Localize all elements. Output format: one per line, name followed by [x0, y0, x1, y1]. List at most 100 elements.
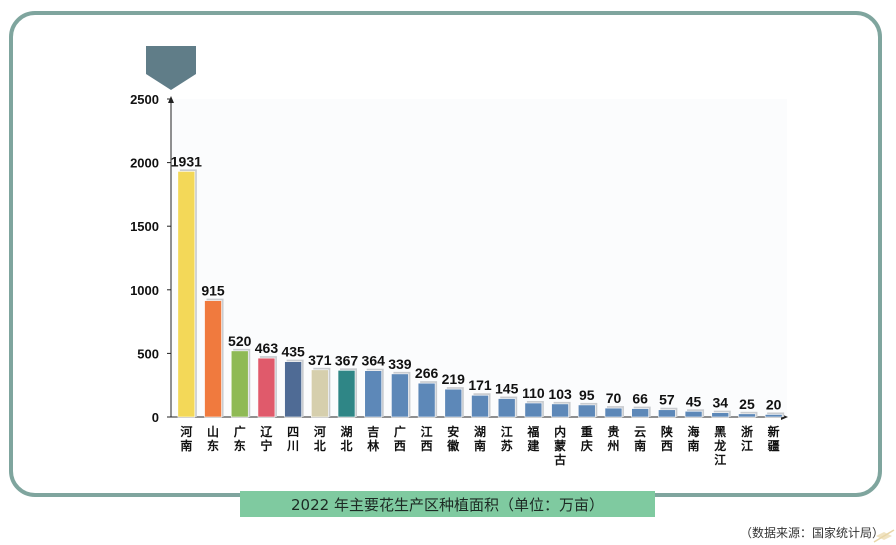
svg-text:东: 东 — [207, 438, 219, 453]
svg-text:黑: 黑 — [714, 425, 726, 439]
value-label: 371 — [308, 352, 332, 368]
category-label: 重庆 — [580, 424, 593, 453]
svg-text:南: 南 — [474, 438, 486, 453]
bar-17 — [604, 407, 623, 418]
bar-7 — [337, 370, 356, 418]
value-label: 145 — [495, 381, 519, 397]
value-label: 1931 — [171, 153, 202, 169]
value-label: 70 — [606, 390, 622, 406]
svg-text:广: 广 — [394, 424, 406, 439]
category-label: 黑龙江 — [714, 425, 726, 467]
value-label: 34 — [712, 395, 728, 411]
y-tick-label: 2500 — [130, 92, 159, 107]
category-label: 广西 — [394, 424, 406, 453]
value-label: 20 — [766, 396, 782, 412]
svg-text:四: 四 — [287, 425, 299, 439]
value-label: 66 — [632, 391, 648, 407]
bar-13 — [497, 398, 516, 418]
y-tick-label: 2000 — [130, 156, 159, 171]
svg-text:浙: 浙 — [741, 424, 753, 439]
bar-3 — [230, 350, 249, 418]
category-label: 安徽 — [446, 424, 460, 453]
svg-text:徽: 徽 — [446, 438, 460, 453]
svg-text:川: 川 — [286, 439, 299, 453]
svg-text:建: 建 — [526, 438, 540, 453]
value-label: 171 — [468, 377, 492, 393]
bar-8 — [364, 370, 383, 418]
svg-text:云: 云 — [634, 425, 646, 439]
category-label: 海南 — [688, 424, 700, 453]
bar-15 — [551, 403, 569, 418]
value-label: 45 — [686, 393, 702, 409]
bar-23 — [764, 414, 783, 418]
category-label: 浙江 — [741, 424, 753, 453]
category-label: 江西 — [421, 424, 433, 453]
category-label: 湖南 — [474, 424, 486, 453]
category-label: 贵州 — [606, 424, 619, 453]
svg-text:陕: 陕 — [661, 424, 673, 439]
category-label: 四川 — [286, 425, 299, 453]
bar-12 — [471, 394, 489, 418]
bar-10 — [417, 382, 436, 418]
bar-5 — [284, 361, 302, 418]
category-label: 湖北 — [341, 424, 353, 453]
svg-text:南: 南 — [634, 438, 646, 453]
category-label: 内蒙古 — [554, 424, 566, 467]
value-label: 103 — [548, 386, 572, 402]
value-label: 95 — [579, 387, 595, 403]
svg-text:山: 山 — [207, 424, 219, 439]
y-tick-label: 1000 — [130, 283, 159, 298]
svg-text:南: 南 — [688, 438, 700, 453]
bar-1 — [177, 171, 196, 418]
svg-text:龙: 龙 — [714, 438, 726, 453]
category-label: 山东 — [207, 424, 219, 453]
bar-21 — [711, 412, 730, 418]
value-label: 339 — [388, 356, 412, 372]
svg-text:新: 新 — [768, 424, 780, 439]
svg-text:河: 河 — [179, 424, 192, 439]
svg-text:蒙: 蒙 — [554, 438, 566, 453]
category-label: 福建 — [526, 424, 540, 453]
svg-text:宁: 宁 — [260, 438, 272, 453]
y-tick-label: 500 — [137, 346, 159, 361]
svg-text:东: 东 — [234, 438, 246, 453]
svg-text:江: 江 — [714, 452, 726, 467]
y-tick-label: 1500 — [130, 219, 159, 234]
svg-text:吉: 吉 — [367, 424, 379, 439]
svg-text:古: 古 — [554, 452, 566, 467]
bar-20 — [684, 410, 703, 418]
value-label: 367 — [335, 352, 359, 368]
category-label: 辽宁 — [260, 425, 273, 453]
value-label: 364 — [362, 353, 386, 369]
svg-text:贵: 贵 — [607, 424, 619, 439]
decorative-corner-icon — [873, 529, 895, 543]
bar-18 — [631, 408, 649, 418]
bar-9 — [391, 373, 409, 418]
bar-19 — [658, 409, 676, 418]
bar-6 — [311, 369, 329, 418]
svg-text:江: 江 — [501, 424, 513, 439]
chart-caption: 2022 年主要花生产区种植面积（单位：万亩） — [240, 491, 655, 517]
value-label: 463 — [255, 340, 279, 356]
bar-11 — [444, 388, 463, 418]
svg-text:疆: 疆 — [768, 439, 780, 453]
svg-text:福: 福 — [526, 424, 539, 439]
category-label: 江苏 — [501, 424, 513, 453]
svg-text:辽: 辽 — [260, 425, 273, 439]
category-label: 吉林 — [367, 424, 379, 453]
bar-4 — [257, 357, 276, 418]
category-label: 云南 — [634, 425, 646, 453]
data-source: （数据来源：国家统计局） — [739, 526, 884, 540]
category-label: 广东 — [234, 424, 246, 453]
svg-text:海: 海 — [688, 424, 700, 439]
value-label: 266 — [415, 365, 439, 381]
svg-text:南: 南 — [180, 438, 192, 453]
bar-14 — [524, 402, 543, 418]
svg-text:重: 重 — [581, 424, 593, 439]
bar-2 — [204, 300, 222, 418]
tab-marker-icon — [146, 46, 196, 90]
svg-text:内: 内 — [554, 424, 566, 439]
svg-text:广: 广 — [234, 424, 246, 439]
svg-text:江: 江 — [421, 424, 433, 439]
